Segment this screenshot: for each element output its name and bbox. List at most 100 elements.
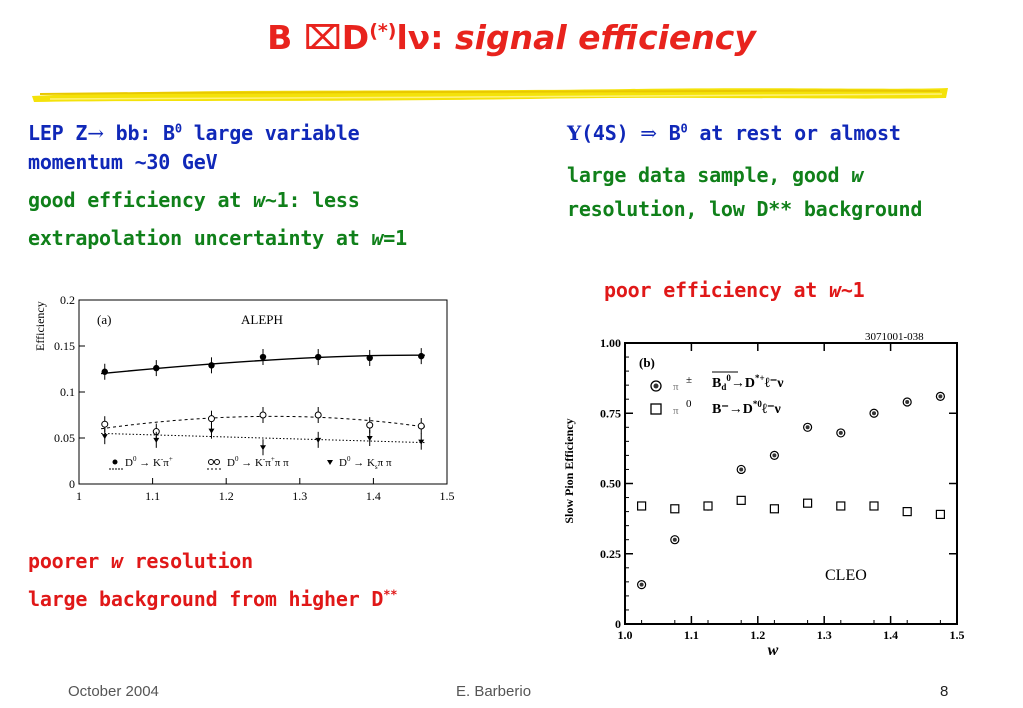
left-line4: extrapolation uncertainty at w=1 xyxy=(28,226,407,250)
aleph-legend: D0 → K-π+ D0 → K-π+π π D0 → Ksπ π xyxy=(109,455,392,471)
footer-page-number: 8 xyxy=(940,683,949,700)
aleph-point-s0 xyxy=(101,368,108,375)
aleph-fit-series-2 xyxy=(101,432,425,444)
cleo-chart: 3071001-038 1.0 1.1 1.2 1.3 1.4 1.5 0 0.25 0.50 0… xyxy=(562,331,965,659)
cleo-ytick-label: 0.25 xyxy=(600,547,621,561)
aleph-xtick-label: 1.1 xyxy=(145,489,160,503)
cleo-point-pi-neutral xyxy=(769,504,779,514)
aleph-chart: 1 1.1 1.2 1.3 1.4 1.5 0 0.05 0.1 0.15 0.2 Efficien… xyxy=(33,293,455,503)
aleph-ytick-label: 0.15 xyxy=(54,339,75,353)
aleph-point-s1 xyxy=(101,420,109,428)
cleo-panel-label: (b) xyxy=(639,355,655,370)
right-line1: Υ(4S) ⇒ B0 at rest or almost xyxy=(567,121,901,145)
aleph-legend-1: D0 → K-π+π π xyxy=(227,455,289,469)
cleo-xtick-label: 1.0 xyxy=(618,628,633,642)
title-arrow-symbol: ⌧ xyxy=(303,18,342,57)
aleph-panel-label: (a) xyxy=(97,312,111,327)
cleo-legend-1: B⁻→D*0ℓ⁻ν xyxy=(712,399,781,417)
cleo-ytick-label: 1.00 xyxy=(600,336,621,350)
svg-text:π: π xyxy=(673,405,679,417)
aleph-point-s2 xyxy=(260,445,266,451)
cleo-axis-ticks: 1.0 1.1 1.2 1.3 1.4 1.5 0 0.25 0.50 0.75 1.00 xyxy=(600,336,965,642)
aleph-point-s2 xyxy=(366,436,373,441)
svg-text:0: 0 xyxy=(686,398,692,410)
aleph-legend-0: D0 → K-π+ xyxy=(125,455,173,469)
cleo-point-pi-neutral xyxy=(836,501,846,511)
cleo-point-pi-neutral xyxy=(736,495,746,505)
aleph-point-s0 xyxy=(153,364,160,372)
slide-title: B ⌧D(*)lν: signal efficiency xyxy=(0,18,1023,57)
aleph-point-s2 xyxy=(418,439,425,445)
aleph-point-s2 xyxy=(101,434,108,440)
cleo-point-pi-charged-center xyxy=(739,467,744,472)
aleph-ytick-label: 0.05 xyxy=(54,431,75,445)
cleo-point-pi-neutral xyxy=(935,509,945,520)
bottom-line1: poorer w resolution xyxy=(28,549,253,573)
aleph-fit-series-1 xyxy=(101,415,425,430)
title-rest: signal efficiency xyxy=(455,18,756,57)
cleo-xtick-label: 1.5 xyxy=(950,628,965,642)
aleph-annotation: ALEPH xyxy=(241,312,283,327)
aleph-fit-curves xyxy=(101,354,425,444)
aleph-point-s1 xyxy=(366,421,374,429)
cleo-ytick-label: 0 xyxy=(615,617,621,631)
aleph-xtick-label: 1.4 xyxy=(366,489,381,503)
cleo-ytick-label: 0.75 xyxy=(600,406,621,420)
cleo-ytick-label: 0.50 xyxy=(600,477,621,491)
aleph-data-points xyxy=(101,348,425,456)
cleo-point-pi-neutral xyxy=(670,504,680,514)
right-line2: large data sample, good w xyxy=(567,163,864,187)
aleph-axis-ticks: 1 1.1 1.2 1.3 1.4 1.5 0 0.05 0.1 0.15 0.2 xyxy=(54,293,455,503)
aleph-xtick-label: 1.3 xyxy=(292,489,307,503)
svg-text:±: ± xyxy=(686,374,692,386)
cleo-legend-marker-1 xyxy=(650,403,662,415)
cleo-xtick-label: 1.1 xyxy=(684,628,699,642)
cleo-point-pi-charged-center xyxy=(838,430,843,435)
title-lnu: lν: xyxy=(396,18,444,57)
aleph-xtick-label: 1 xyxy=(76,489,82,503)
cleo-xtick-label: 1.3 xyxy=(817,628,832,642)
aleph-point-s0 xyxy=(418,352,425,360)
aleph-point-s2 xyxy=(208,428,215,434)
right-line4: poor efficiency at w~1 xyxy=(604,278,865,302)
cleo-legend-0: Bd0→D*+ℓ⁻ν xyxy=(712,373,784,392)
aleph-point-s2 xyxy=(315,437,322,443)
cleo-annotation: CLEO xyxy=(825,567,867,584)
title-b: B xyxy=(267,18,293,57)
title-sup: (*) xyxy=(369,20,397,42)
cleo-point-pi-charged-center xyxy=(805,425,810,430)
svg-text:π: π xyxy=(673,381,679,393)
aleph-fit-series-0 xyxy=(101,354,425,375)
cleo-point-pi-charged-center xyxy=(772,453,777,458)
aleph-xtick-label: 1.2 xyxy=(219,489,234,503)
cleo-legend: π ± Bd0→D*+ℓ⁻ν π 0 B⁻→D*0ℓ⁻ν xyxy=(650,371,784,417)
cleo-point-pi-neutral xyxy=(803,498,813,508)
cleo-point-pi-neutral xyxy=(636,501,647,511)
aleph-point-s0 xyxy=(315,353,322,361)
aleph-point-s0 xyxy=(208,362,215,369)
cleo-code: 3071001-038 xyxy=(865,331,924,343)
aleph-point-s0 xyxy=(259,353,267,361)
aleph-point-s1 xyxy=(417,422,425,430)
cleo-xtick-label: 1.2 xyxy=(750,628,765,642)
cleo-xlabel: w xyxy=(768,642,779,659)
aleph-point-s1 xyxy=(207,415,215,423)
aleph-point-s1 xyxy=(259,411,267,419)
cleo-xtick-label: 1.4 xyxy=(883,628,898,642)
right-line3: resolution, low D** background xyxy=(567,197,923,221)
cleo-point-pi-charged-center xyxy=(672,537,677,542)
cleo-point-pi-charged-center xyxy=(905,400,910,405)
left-line2: momentum ~30 GeV xyxy=(28,150,218,174)
aleph-legend-marker-1 xyxy=(208,459,214,465)
left-line1: LEP Z→ bb: B0 large variable xyxy=(28,121,360,145)
cleo-point-pi-neutral xyxy=(902,507,912,517)
aleph-legend-marker-2 xyxy=(327,460,333,465)
title-underline xyxy=(32,88,948,102)
cleo-data-points xyxy=(636,391,945,590)
aleph-legend-2: D0 → Ksπ π xyxy=(339,455,392,471)
cleo-point-pi-charged-center xyxy=(872,411,876,416)
cleo-point-pi-charged-center xyxy=(639,582,644,587)
aleph-xtick-label: 1.5 xyxy=(440,489,455,503)
left-line3: good efficiency at w~1: less xyxy=(28,188,360,212)
aleph-point-s1 xyxy=(314,411,322,419)
